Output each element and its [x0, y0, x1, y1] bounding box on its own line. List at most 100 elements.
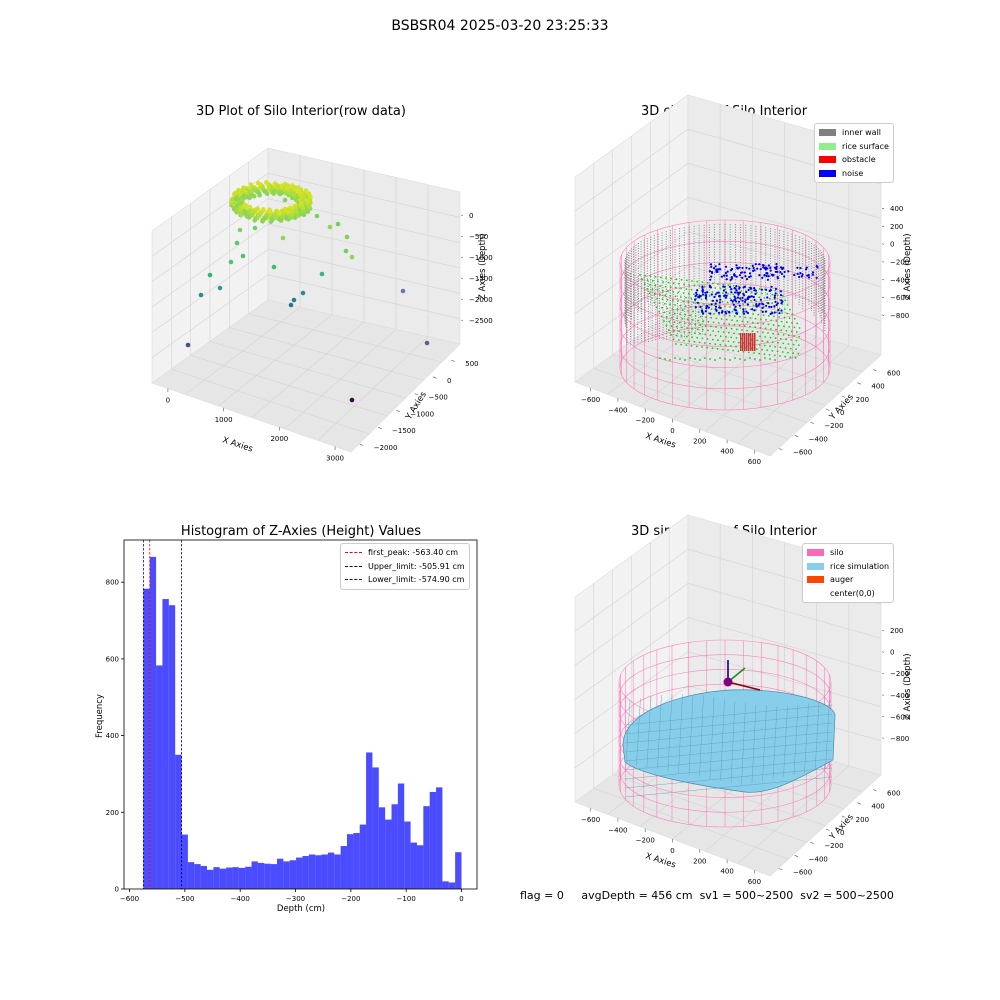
- noise-point: [736, 266, 739, 270]
- rice-surface-point: [743, 325, 746, 327]
- rice-surface-point: [715, 317, 718, 320]
- noise-point: [787, 270, 790, 273]
- noise-point: [761, 306, 764, 309]
- noise-point: [753, 269, 756, 272]
- noise-point: [755, 304, 758, 307]
- rice-surface-point: [674, 357, 676, 359]
- rice-surface-point: [641, 278, 644, 281]
- raw-outlier-point: [207, 272, 213, 278]
- histogram-bar: [168, 605, 176, 889]
- noise-point: [720, 275, 724, 278]
- noise-point: [815, 265, 818, 268]
- rice-surface-point: [659, 293, 661, 296]
- histogram-bar: [378, 807, 386, 889]
- noise-point: [704, 310, 707, 313]
- rice-surface-point: [719, 343, 722, 346]
- noise-point: [742, 292, 745, 295]
- rice-surface-point: [728, 323, 731, 326]
- noise-point: [781, 267, 784, 271]
- noise-point: [741, 276, 744, 279]
- raw-x-tick-label: 0: [166, 397, 170, 405]
- raw-point: [241, 186, 246, 191]
- rice-surface-point: [775, 311, 778, 314]
- rice-surface-point: [683, 283, 685, 286]
- rice-surface-point: [655, 306, 658, 309]
- rice-surface-point: [666, 307, 669, 310]
- rice-surface-point: [776, 294, 779, 297]
- noise-point: [761, 302, 764, 305]
- noise-point: [775, 303, 778, 307]
- rice-surface-point: [782, 333, 785, 336]
- rice-surface-point: [729, 345, 732, 347]
- raw-outlier-point: [217, 285, 223, 291]
- rice-surface-point: [712, 330, 715, 332]
- noise-point: [715, 299, 718, 302]
- rice-surface-point: [669, 294, 672, 297]
- noise-point: [774, 292, 777, 295]
- noise-point: [735, 300, 738, 303]
- rice-surface-point: [671, 299, 674, 302]
- noise-point: [735, 264, 738, 267]
- histogram-bar: [340, 846, 347, 889]
- rice-surface-point: [713, 312, 715, 315]
- rice-surface-point: [685, 344, 688, 347]
- raw-z-label: Z Axies (Depth): [478, 233, 488, 300]
- rice-surface-point: [661, 298, 664, 301]
- rice-surface-point: [716, 347, 719, 350]
- rice-mesh-line: [762, 705, 767, 782]
- noise-point: [748, 295, 752, 298]
- raw-outlier-point: [288, 302, 294, 308]
- noise-point: [714, 308, 717, 311]
- rice-surface-point: [722, 331, 725, 334]
- rice-surface-point: [755, 309, 757, 311]
- noise-point: [731, 267, 734, 271]
- rice-surface-point: [718, 304, 721, 307]
- rice-surface-point: [786, 312, 789, 315]
- noise-point: [705, 307, 708, 310]
- rice-surface-point: [658, 310, 661, 313]
- noise-point: [759, 268, 762, 271]
- rice-surface-point: [790, 339, 793, 341]
- histogram-y-label: Frequency: [95, 694, 105, 738]
- rice-surface-point: [774, 337, 777, 340]
- legend-item-lower-limit: Lower_limit: -574.90 cm: [345, 573, 465, 587]
- rice-surface-point: [759, 326, 762, 329]
- noise-point: [760, 288, 764, 291]
- classify-y-tick-mark: [841, 395, 846, 398]
- simulation-y-tick-mark: [857, 802, 861, 805]
- rice-surface-point: [774, 359, 776, 361]
- rice-surface-point: [706, 346, 709, 349]
- rice-surface-point: [793, 326, 796, 329]
- rice-surface-point: [681, 317, 684, 320]
- histogram-x-tick-label: −200: [341, 895, 360, 903]
- simulation-y-tick-label: 200: [856, 816, 869, 824]
- raw-point: [262, 215, 268, 221]
- noise-point: [749, 272, 752, 275]
- noise-point: [773, 294, 777, 297]
- noise-point: [735, 275, 738, 278]
- rice-surface-point: [721, 348, 724, 351]
- rice-surface-point: [798, 327, 801, 329]
- rice-surface-point: [648, 292, 651, 295]
- classify-z-tick-mark: [881, 207, 885, 210]
- rice-surface-point: [684, 305, 687, 308]
- noise-point: [765, 304, 768, 307]
- rice-surface-point: [726, 301, 729, 304]
- histogram-bar: [175, 754, 182, 889]
- noise-point: [725, 278, 728, 281]
- histogram-bar: [359, 824, 367, 889]
- rice-mesh-line: [741, 702, 746, 786]
- raw-point: [238, 200, 244, 206]
- rice-surface-point: [744, 307, 747, 310]
- rice-surface-point: [730, 336, 733, 339]
- noise-point: [796, 266, 799, 269]
- noise-point: [806, 274, 809, 277]
- rice-surface-point: [785, 329, 788, 332]
- rice-mesh-line: [624, 758, 833, 780]
- rice-surface-point: [689, 357, 691, 359]
- raw-z-tick-label: −500: [469, 233, 488, 241]
- rice-surface-point: [662, 281, 665, 283]
- rice-surface-point: [761, 292, 763, 295]
- classify-y-tick-mark: [794, 435, 799, 438]
- rice-surface-point: [707, 329, 709, 332]
